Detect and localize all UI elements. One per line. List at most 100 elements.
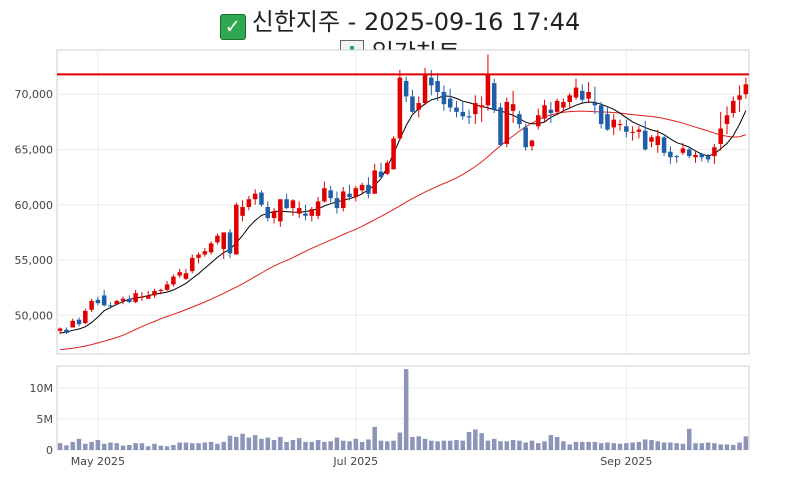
volume-bar [567,444,572,450]
candle-body [743,84,749,95]
volume-y-tick-label: 0 [46,444,53,457]
volume-bar [215,443,220,450]
candle-body [705,156,711,160]
volume-bar [208,441,214,450]
volume-bar [743,436,749,450]
volume-bar [309,441,315,450]
candle-body [221,232,226,249]
volume-bar [152,443,157,450]
candle-body [227,232,233,254]
price-y-tick-label: 55,000 [15,254,54,267]
price-y-tick-label: 50,000 [15,309,54,322]
candle-body [64,329,69,333]
candle-body [724,115,730,125]
candle-body [164,284,170,290]
volume-bar [617,443,623,450]
volume-bar [196,443,201,450]
volume-bar [158,445,164,450]
candle-body [454,107,459,112]
candle-body [101,295,107,306]
candle-body [699,153,705,158]
candle-body [523,127,528,148]
candle-body [655,136,661,146]
candle-body [561,101,566,108]
candle-body [196,254,201,258]
volume-bar [76,438,82,450]
volume-bar [290,440,296,450]
volume-y-tick-label: 10M [30,382,54,395]
volume-bar [680,443,686,450]
volume-bar [630,442,635,450]
candle-body [246,199,252,207]
volume-bar [221,441,226,450]
volume-bar [259,438,264,450]
candle-body [120,298,126,301]
candle-body [542,105,547,119]
candle-body [152,290,157,296]
volume-bar [252,435,258,450]
candle-body [504,101,510,144]
candle-body [731,100,736,114]
candle-body [586,92,591,99]
candle-body [403,80,409,97]
candle-body [328,190,333,199]
candle-body [479,105,484,108]
candle-body [391,138,396,170]
volume-bar [466,431,472,450]
volume-bar [668,442,673,450]
volume-bar [598,443,604,450]
candle-body [592,103,598,106]
volume-bar [454,440,459,450]
volume-bar [95,440,101,450]
candle-body [441,92,447,105]
candle-body [410,96,415,112]
candle-body [303,213,308,216]
price-panel-frame [56,49,750,355]
candle-body [548,109,554,114]
candle-body [240,206,245,216]
candle-body [139,296,145,298]
candle-body [114,300,120,305]
volume-bar [366,439,371,450]
volume-bar [271,440,277,450]
candle-body [278,199,283,222]
volume-bar [498,441,503,450]
candle-body [624,126,629,132]
candle-body [347,193,352,198]
price-y-tick-label: 65,000 [15,143,54,156]
volume-bar [70,441,75,450]
candle-body [718,128,723,144]
volume-bar [479,433,484,450]
volume-bar [397,432,403,450]
volume-bar [611,443,617,450]
candle-body [334,198,340,209]
candle-body [145,295,151,299]
candle-body [485,74,491,106]
check-mark-icon: ✓ [219,14,246,40]
volume-bar [378,440,384,450]
candle-body [252,193,258,200]
volume-bar [284,441,289,450]
candle-body [617,124,623,126]
volume-bar [649,440,654,450]
volume-bar [133,443,138,450]
volume-bar [145,446,151,450]
candle-body [535,115,541,127]
volume-bar [705,442,711,450]
candle-body [315,201,321,216]
volume-bar [485,440,491,450]
candle-body [189,257,195,272]
candle-body [422,75,428,104]
candle-body [429,77,434,86]
candle-body [680,148,686,153]
volume-bar [561,441,566,450]
candle-body [517,114,522,125]
candle-body [554,100,560,112]
candle-body [271,211,277,219]
price-y-tick-label: 70,000 [15,88,54,101]
volume-y-tick-label: 5M [37,413,54,426]
volume-bar [686,428,692,450]
volume-bar [410,436,415,450]
volume-bar [171,445,176,450]
volume-bar [240,433,245,450]
